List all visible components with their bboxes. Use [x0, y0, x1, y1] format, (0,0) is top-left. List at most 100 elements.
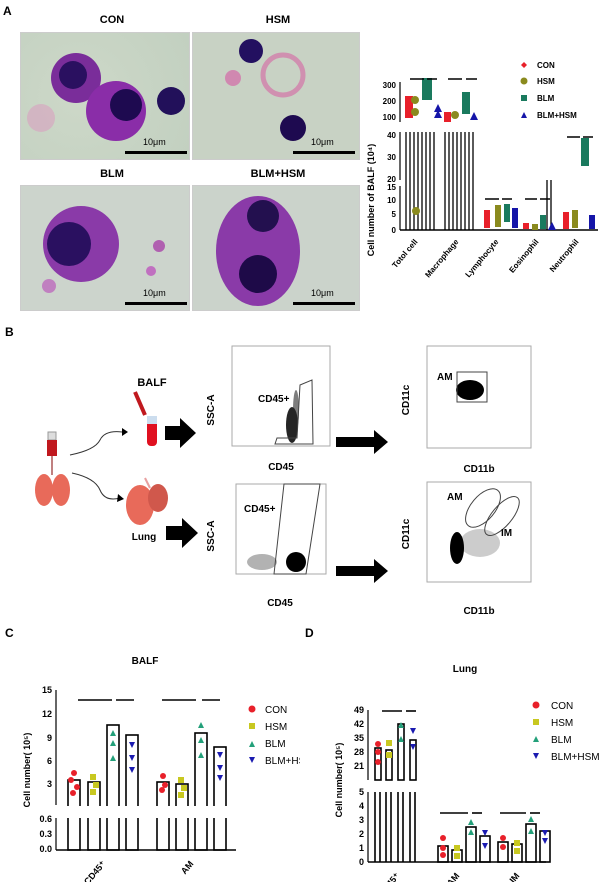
flow-plot-balf-cd45: CD45+ SSC-A CD45 — [206, 345, 331, 473]
flow-plot-balf-cd11: AM CD11c CD11b — [401, 345, 532, 475]
legend-label: CON — [265, 705, 287, 716]
square-icon — [521, 95, 527, 101]
micrograph-hsm: 10μm — [192, 32, 360, 160]
svg-text:20: 20 — [387, 175, 396, 184]
svg-text:10: 10 — [387, 196, 396, 205]
scale-label: 10μm — [143, 288, 166, 298]
legend-label: HSM — [265, 722, 287, 733]
chart-d-ylabel: Cell number( 10⁵) — [334, 743, 344, 818]
panel-letter-c: C — [5, 626, 14, 640]
category-label: Neutrophil — [548, 238, 581, 274]
scale-bar — [293, 151, 355, 154]
circle-icon — [520, 77, 528, 85]
legend-label: BLM — [265, 739, 286, 750]
svg-text:6: 6 — [47, 756, 52, 766]
category-label: Lymphocyte — [464, 237, 501, 279]
gate-label: AM — [437, 372, 453, 383]
arrow-icon — [165, 418, 196, 448]
svg-text:0.0: 0.0 — [39, 844, 52, 854]
scale-label: 10μm — [143, 137, 166, 147]
flow-plot-lung-cd11: AM IM CD11c CD11b — [401, 481, 532, 617]
legend-label: BLM+HSM — [537, 111, 577, 120]
svg-text:15: 15 — [42, 685, 52, 695]
chart-title: BALF — [132, 656, 159, 667]
scale-bar — [125, 302, 187, 305]
y-axis-label: CD11c — [401, 518, 412, 549]
legend-label: BLM — [551, 735, 572, 746]
panel-letter-a: A — [3, 4, 12, 18]
micrograph-blm-hsm: 10μm — [192, 185, 360, 311]
svg-text:40: 40 — [387, 131, 396, 140]
legend-label: BLM+HSM — [265, 756, 300, 767]
scale-bar — [125, 151, 187, 154]
chart-c-ylabel: Cell number( 10⁵) — [22, 733, 32, 808]
syringe-lungs-icon — [35, 431, 70, 506]
arrow-icon — [166, 518, 198, 548]
triangle-icon — [521, 112, 527, 118]
svg-text:21: 21 — [354, 761, 364, 771]
lung-icon — [126, 477, 168, 525]
balf-tube-icon — [133, 391, 157, 446]
svg-text:4: 4 — [359, 801, 364, 811]
micrograph-con: 10μm — [20, 32, 190, 160]
svg-text:9: 9 — [47, 733, 52, 743]
svg-text:30: 30 — [387, 153, 396, 162]
scale-bar — [293, 302, 355, 305]
svg-text:42: 42 — [354, 719, 364, 729]
svg-text:3: 3 — [47, 779, 52, 789]
scale-label: 10μm — [311, 137, 334, 147]
micrograph-title-blm-hsm: BLM+HSM — [250, 168, 306, 180]
svg-text:2: 2 — [359, 829, 364, 839]
svg-text:300: 300 — [383, 81, 397, 90]
svg-text:35: 35 — [354, 733, 364, 743]
panel-letter-b: B — [5, 325, 14, 339]
category-label: Macrophage — [423, 237, 461, 279]
svg-text:0.3: 0.3 — [39, 829, 52, 839]
svg-text:49: 49 — [354, 705, 364, 715]
svg-text:0: 0 — [359, 857, 364, 867]
svg-text:1: 1 — [359, 843, 364, 853]
flow-plot-lung-cd45: CD45+ SSC-A CD45 — [206, 483, 327, 609]
workflow-diagram: BALF Lung — [35, 377, 388, 583]
scale-label: 10μm — [311, 288, 334, 298]
micrograph-title-blm: BLM — [100, 168, 124, 180]
x-axis-label: CD11b — [463, 464, 494, 475]
arrow-icon — [336, 430, 388, 454]
micrograph-title-con: CON — [99, 14, 125, 26]
x-axis-label: CD45 — [268, 462, 294, 473]
arrow-icon — [336, 559, 388, 583]
y-axis-label: CD11c — [401, 384, 412, 415]
y-axis-label: SSC-A — [206, 394, 217, 425]
legend-label: HSM — [551, 718, 573, 729]
svg-text:3: 3 — [359, 815, 364, 825]
svg-text:12: 12 — [42, 709, 52, 719]
gate-label: CD45+ — [244, 504, 276, 515]
svg-text:100: 100 — [383, 113, 397, 122]
y-axis-label: SSC-A — [206, 520, 217, 551]
micrograph-blm: 10μm — [20, 185, 190, 311]
category-label: CD45⁺ — [376, 871, 402, 882]
svg-text:5: 5 — [359, 787, 364, 797]
micrograph-title-hsm: HSM — [265, 14, 291, 26]
category-label: Eosinophil — [507, 238, 540, 275]
chart-c: BALF Cell number( 10⁵) 15 12 9 6 3 0.6 0.3 0.… — [22, 656, 300, 882]
legend-label: BLM — [537, 94, 555, 103]
svg-text:5: 5 — [392, 210, 397, 219]
balf-label: BALF — [137, 377, 167, 389]
legend-label: BLM+HSM — [551, 752, 600, 763]
x-axis-label: CD45 — [267, 598, 293, 609]
gate-label: CD45+ — [258, 394, 290, 405]
lung-label: Lung — [132, 532, 156, 543]
svg-text:28: 28 — [354, 747, 364, 757]
svg-text:0.6: 0.6 — [39, 814, 52, 824]
legend-label: CON — [551, 701, 573, 712]
gate-label: IM — [501, 528, 512, 539]
svg-text:0: 0 — [392, 226, 397, 235]
category-label: AM — [179, 859, 196, 876]
svg-text:15: 15 — [387, 183, 396, 192]
category-label: CD45⁺ — [82, 859, 108, 882]
legend-a: CON HSM BLM BLM+HSM — [520, 61, 577, 120]
category-label: Totol cell — [390, 238, 419, 270]
